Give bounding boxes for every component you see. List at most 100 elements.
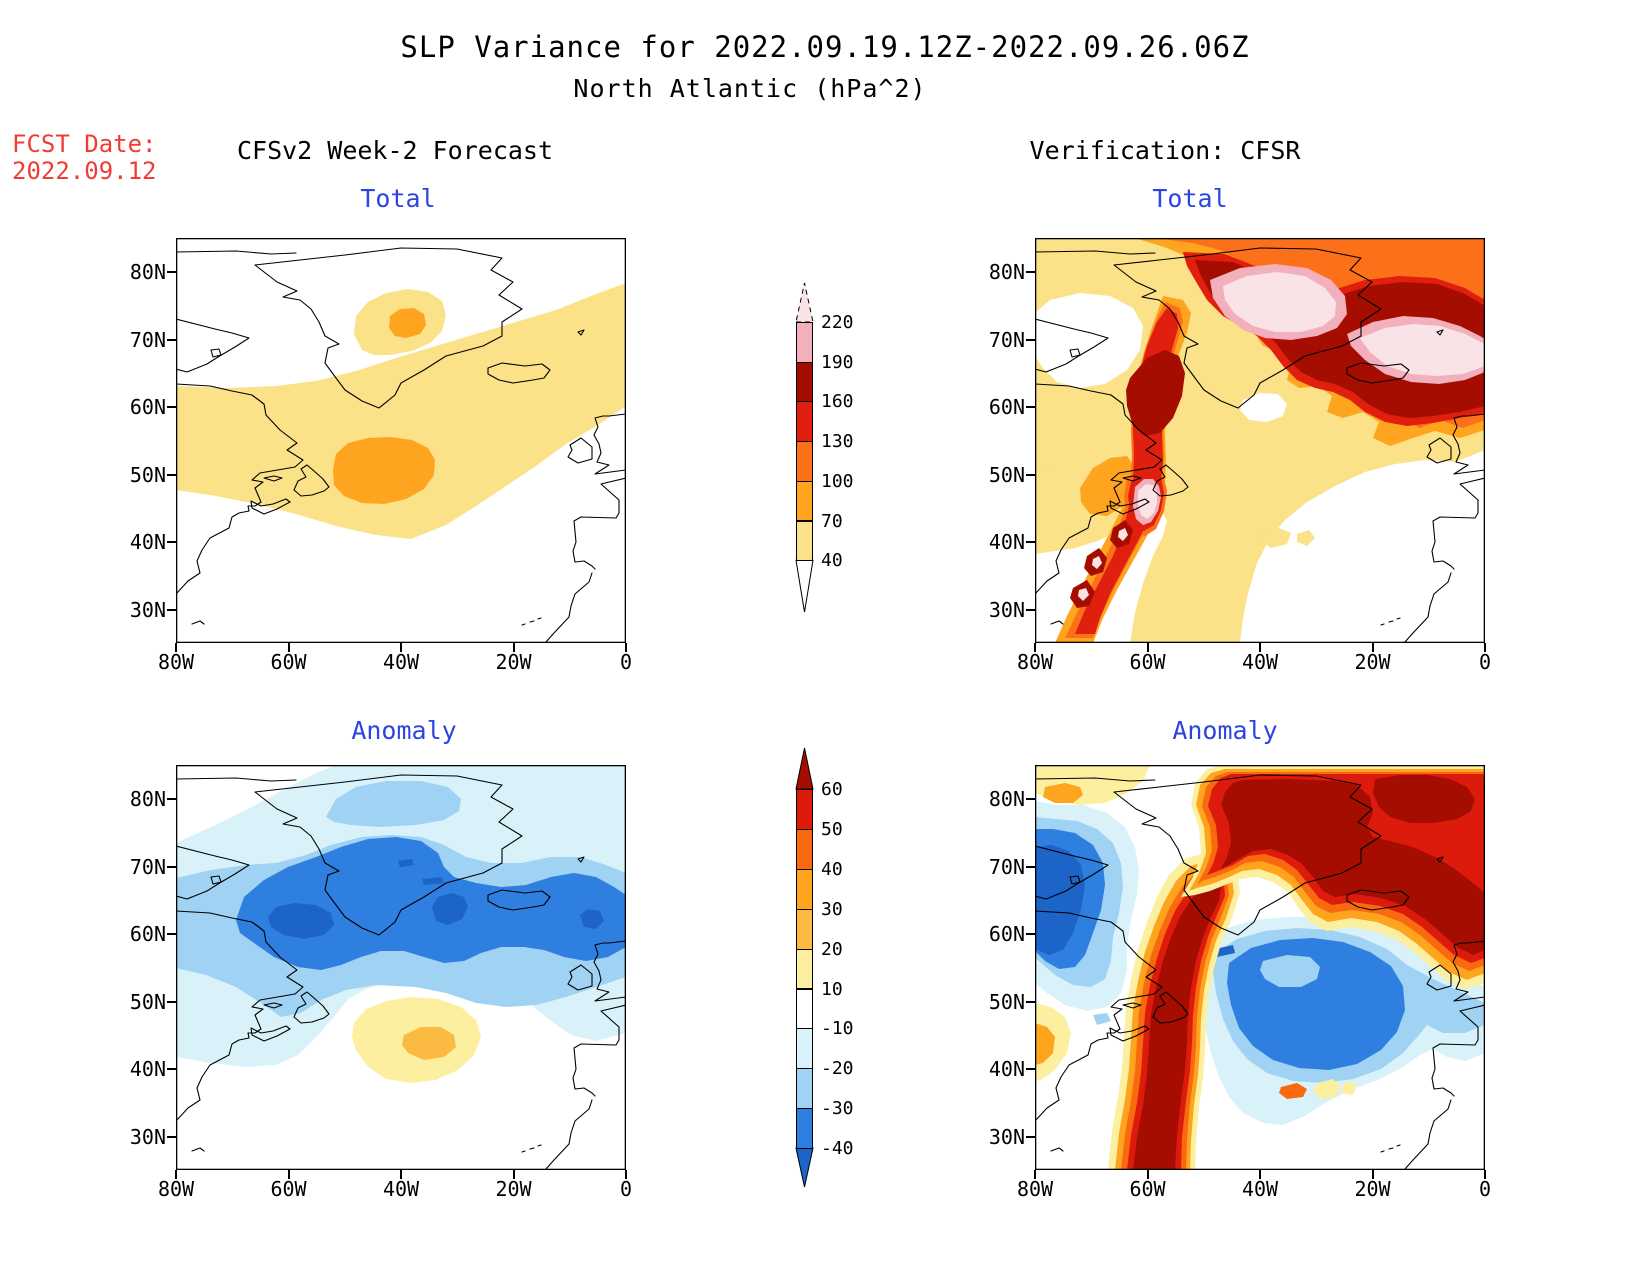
lon-tick-mark <box>1146 643 1149 652</box>
lon-tick-mark <box>287 643 290 652</box>
total-colorbar-tick-label: 40 <box>821 550 843 572</box>
anomaly-colorbar-segment <box>796 828 813 870</box>
lon-tick-mark <box>1034 1170 1036 1179</box>
lon-tick-label: 80W <box>157 1177 195 1201</box>
total-colorbar-segment <box>796 441 813 482</box>
lat-tick-mark <box>167 406 176 408</box>
lon-tick-label: 40W <box>382 1177 420 1201</box>
lon-tick-mark <box>1371 1170 1374 1179</box>
lon-tick-mark <box>1034 643 1036 652</box>
lat-tick-mark <box>167 608 176 611</box>
total-colorbar-tick-label: 130 <box>821 431 854 453</box>
column-header-verification: Verification: CFSR <box>1029 136 1301 165</box>
contour-fills-anomaly-verification <box>1035 765 1485 1170</box>
lon-tick-label: 20W <box>1354 1177 1391 1201</box>
lon-tick-label: 0 <box>1478 650 1492 674</box>
lat-tick-label: 30N <box>129 1124 166 1149</box>
lat-tick-label: 60N <box>988 395 1025 419</box>
lon-tick-label: 0 <box>619 650 633 674</box>
lat-tick-mark <box>167 1000 176 1003</box>
lat-tick-mark <box>1026 608 1035 611</box>
lat-tick-mark <box>167 473 176 476</box>
lon-tick-mark <box>1484 643 1486 652</box>
lat-tick-mark <box>1026 406 1035 408</box>
map-verification-total <box>1035 238 1485 643</box>
lat-tick-label: 70N <box>129 854 166 879</box>
total-colorbar-segment <box>796 401 813 443</box>
lat-tick-mark <box>167 933 176 935</box>
lon-tick-mark <box>1371 643 1374 652</box>
lat-tick-label: 40N <box>988 1057 1025 1081</box>
total-colorbar-tick-label: 100 <box>821 470 854 492</box>
map-forecast-anomaly-svg <box>176 765 626 1170</box>
lat-tick-label: 80N <box>988 787 1025 811</box>
anomaly-colorbar-tick-label: 40 <box>821 858 843 880</box>
lat-tick-label: 60N <box>129 922 166 946</box>
lat-tick-mark <box>1026 798 1035 800</box>
lon-tick-label: 60W <box>270 650 307 674</box>
lat-tick-mark <box>167 541 176 543</box>
lon-tick-label: 0 <box>619 1177 633 1201</box>
lat-tick-mark <box>1026 271 1035 273</box>
lat-tick-mark <box>1026 1135 1035 1138</box>
lat-tick-mark <box>167 338 176 341</box>
lon-tick-mark <box>1259 643 1261 652</box>
lat-tick-mark <box>167 271 176 273</box>
lon-tick-label: 60W <box>1129 650 1166 674</box>
anomaly-colorbar-segment <box>796 868 813 910</box>
lon-tick-label: 40W <box>1241 650 1279 674</box>
contour-fills-anomaly-forecast <box>176 765 626 1083</box>
lat-tick-mark <box>1026 865 1035 868</box>
panel-title-forecast-anomaly: Anomaly <box>351 716 457 745</box>
figure-subtitle: North Atlantic (hPa^2) <box>573 74 927 103</box>
lon-tick-label: 20W <box>495 1177 532 1201</box>
lat-tick-label: 60N <box>988 922 1025 946</box>
anomaly-colorbar-tick-label: 20 <box>821 938 843 960</box>
figure-title: SLP Variance for 2022.09.19.12Z-2022.09.… <box>400 30 1250 64</box>
anomaly-colorbar-tick-label: 30 <box>821 898 843 920</box>
anomaly-colorbar-segment <box>796 988 813 1030</box>
lon-tick-mark <box>512 643 515 652</box>
lon-tick-mark <box>287 1170 290 1179</box>
lon-tick-mark <box>625 643 627 652</box>
lat-tick-mark <box>1026 933 1035 935</box>
anomaly-colorbar-tick-label: -30 <box>821 1098 854 1120</box>
lat-tick-mark <box>167 1068 176 1070</box>
anomaly-colorbar-tick-label: 50 <box>821 818 843 840</box>
lon-tick-label: 0 <box>1478 1177 1492 1201</box>
lat-tick-label: 40N <box>129 530 166 554</box>
contour-fills-total-verification <box>1035 238 1485 643</box>
map-forecast-anomaly <box>176 765 626 1170</box>
lat-tick-label: 30N <box>988 1124 1025 1149</box>
lat-tick-label: 30N <box>129 597 166 622</box>
lon-tick-mark <box>512 1170 515 1179</box>
lat-tick-label: 40N <box>129 1057 166 1081</box>
lat-tick-label: 70N <box>129 327 166 352</box>
lon-tick-mark <box>1259 1170 1261 1179</box>
anomaly-colorbar-tick-label: -20 <box>821 1058 854 1080</box>
lat-tick-mark <box>167 865 176 868</box>
anomaly-colorbar-tick-label: 10 <box>821 978 843 1000</box>
anomaly-colorbar-segment <box>796 908 813 950</box>
map-verification-total-svg <box>1035 238 1485 643</box>
lon-tick-mark <box>400 643 402 652</box>
lon-tick-mark <box>1146 1170 1149 1179</box>
map-verification-anomaly-svg <box>1035 765 1485 1170</box>
lon-tick-label: 80W <box>1016 650 1054 674</box>
anomaly-colorbar-segment <box>796 948 813 990</box>
map-verification-anomaly <box>1035 765 1485 1170</box>
lat-tick-label: 50N <box>988 462 1025 487</box>
total-colorbar-arrows <box>795 282 814 613</box>
anomaly-colorbar-segment <box>796 1068 813 1110</box>
forecast-date-block: FCST Date: 2022.09.12 <box>12 131 157 185</box>
lon-tick-label: 20W <box>1354 650 1391 674</box>
contour-fills-total-forecast <box>176 283 626 539</box>
lat-tick-label: 30N <box>988 597 1025 622</box>
total-colorbar-tick-label: 70 <box>821 510 843 532</box>
lat-tick-mark <box>1026 541 1035 543</box>
anomaly-colorbar-tick-label: -40 <box>821 1138 854 1160</box>
lon-tick-label: 40W <box>382 650 420 674</box>
anomaly-colorbar-segment <box>796 1028 813 1070</box>
total-colorbar-segment <box>796 361 813 403</box>
